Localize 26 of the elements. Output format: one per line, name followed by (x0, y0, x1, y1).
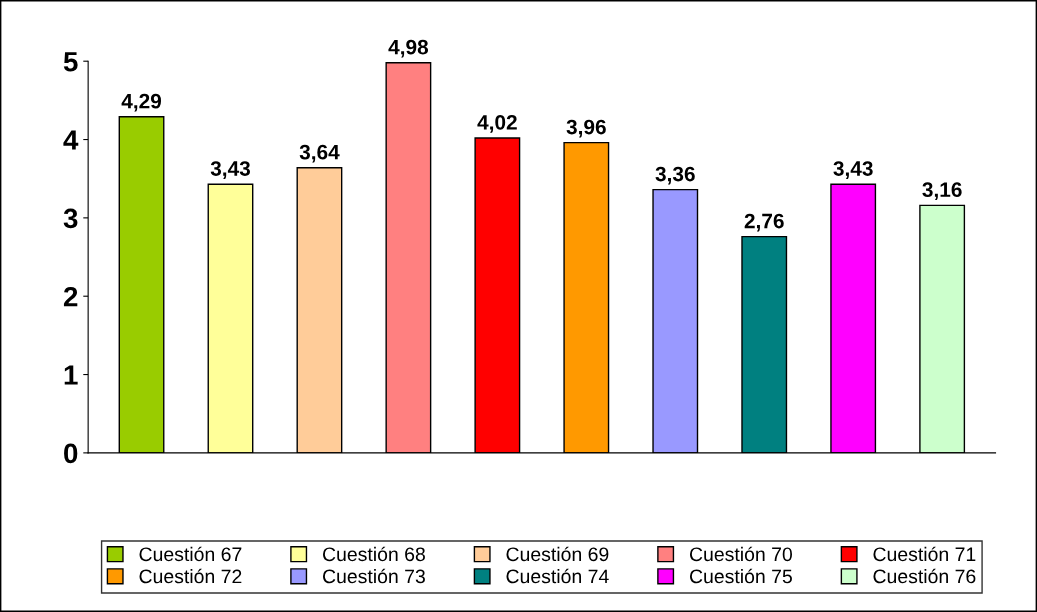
legend-label: Cuestión 68 (323, 546, 425, 562)
legend-label: Cuestión 75 (689, 568, 792, 584)
y-tick-label: 2 (63, 286, 78, 307)
data-label: 4,02 (477, 114, 517, 133)
legend-label: Cuestión 73 (323, 568, 425, 584)
y-tick-label: 3 (63, 208, 78, 229)
legend-label: Cuestión 71 (873, 546, 976, 562)
legend-label: Cuestión 69 (506, 546, 609, 562)
legend-label: Cuestión 70 (689, 546, 793, 562)
legend-label: Cuestión 76 (873, 568, 976, 584)
data-label: 2,76 (744, 213, 784, 232)
y-tick-label: 4 (63, 130, 79, 150)
data-label: 3,64 (299, 144, 340, 163)
y-tick-label: 1 (64, 365, 78, 385)
data-label: 3,43 (210, 161, 250, 179)
data-label: 4,29 (121, 93, 162, 112)
data-label: 4,98 (388, 39, 429, 58)
legend-label: Cuestión 67 (139, 546, 242, 562)
legend-label: Cuestión 72 (139, 568, 242, 584)
data-label: 3,96 (566, 119, 606, 138)
y-tick-label: 0 (64, 443, 78, 464)
legend-label: Cuestión 74 (506, 568, 609, 584)
data-label: 3,36 (655, 166, 695, 185)
data-label: 3,16 (922, 182, 962, 201)
data-label: 3,43 (833, 161, 873, 179)
y-tick-label: 5 (63, 52, 78, 72)
